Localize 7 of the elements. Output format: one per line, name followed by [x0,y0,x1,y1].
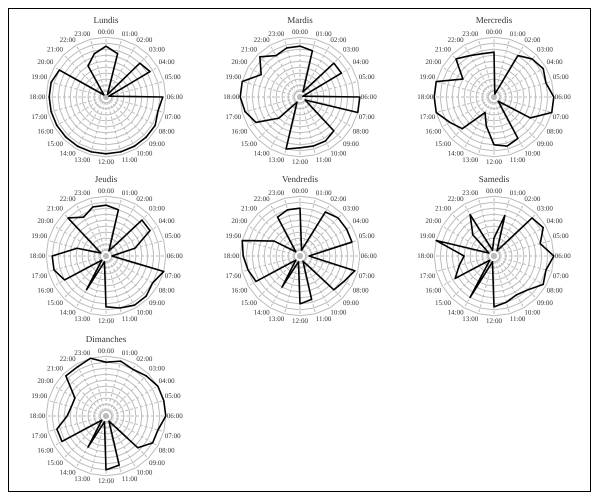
chart-title: Mercredis [476,14,513,25]
chart-title: Lundis [93,14,119,25]
chart-title: Samedis [478,174,510,184]
chart-title: Vendredis [282,174,318,184]
chart-title: Jeudis [94,174,118,184]
chart-title: Mardis [287,14,314,25]
chart-title: Dimanches [86,333,127,344]
